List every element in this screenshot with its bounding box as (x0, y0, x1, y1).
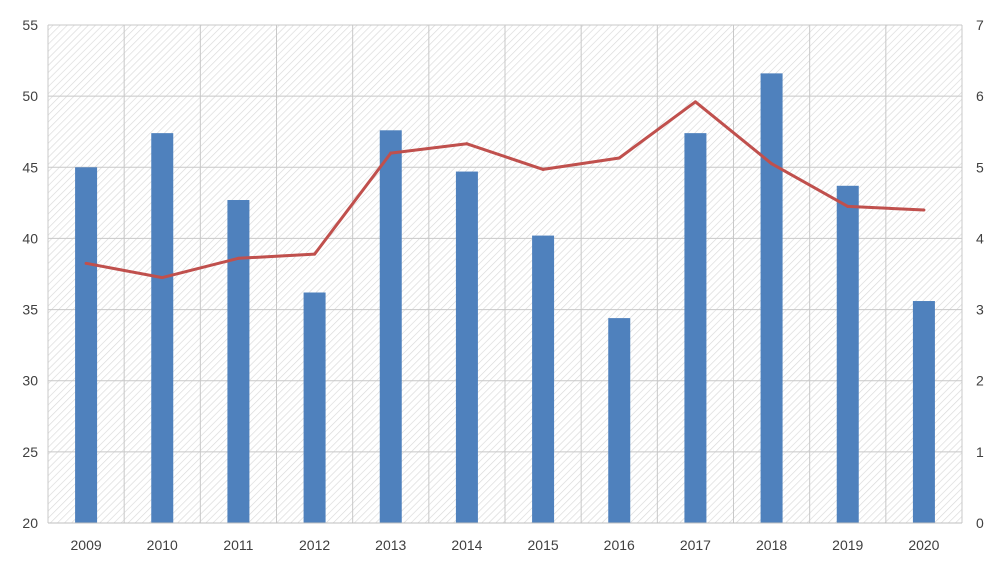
bar (379, 130, 402, 523)
right-tick-label: 6 (976, 88, 984, 104)
left-tick-label: 45 (22, 159, 38, 175)
line-point (770, 162, 774, 166)
left-tick-label: 55 (22, 17, 38, 33)
bar (227, 200, 250, 524)
x-tick-label: 2016 (604, 537, 635, 553)
bar (455, 171, 478, 523)
line-point (693, 100, 697, 104)
bar (684, 133, 707, 523)
line-point (160, 276, 164, 280)
left-tick-label: 25 (22, 444, 38, 460)
right-tick-label: 2 (976, 373, 984, 389)
line-series (84, 100, 926, 280)
bar (836, 185, 859, 524)
left-tick-label: 40 (22, 230, 38, 246)
line-point (541, 167, 545, 171)
right-tick-label: 7 (976, 17, 984, 33)
line-point (236, 256, 240, 260)
x-tick-label: 2011 (223, 537, 253, 553)
bar (532, 235, 555, 523)
left-tick-label: 50 (22, 88, 38, 104)
x-tick-label: 2019 (832, 537, 863, 553)
x-tick-label: 2012 (299, 537, 330, 553)
bar (303, 292, 326, 523)
line-point (465, 142, 469, 146)
gridlines (47, 24, 963, 524)
bar (151, 133, 174, 523)
left-tick-label: 30 (22, 373, 38, 389)
line-point (617, 156, 621, 160)
bar (75, 167, 98, 524)
x-tick-label: 2017 (680, 537, 711, 553)
right-tick-label: 5 (976, 159, 984, 175)
bar (760, 73, 783, 524)
right-tick-label: 3 (976, 302, 984, 318)
line-point (313, 252, 317, 256)
bar-series (75, 73, 935, 524)
right-tick-label: 4 (976, 230, 984, 246)
bar (608, 318, 631, 523)
left-tick-label: 20 (22, 515, 38, 531)
line-point (389, 151, 393, 155)
bar (912, 301, 935, 523)
x-tick-label: 2018 (756, 537, 787, 553)
line-path (85, 100, 924, 280)
line-point (922, 208, 926, 212)
x-tick-label: 2020 (908, 537, 939, 553)
x-tick-label: 2013 (375, 537, 406, 553)
x-tick-label: 2015 (528, 537, 559, 553)
x-tick-label: 2009 (71, 537, 102, 553)
x-tick-label: 2010 (147, 537, 178, 553)
line-point (846, 204, 850, 208)
right-tick-label: 1 (976, 444, 984, 460)
x-tick-label: 2014 (451, 537, 482, 553)
right-tick-label: 0 (976, 515, 984, 531)
line-point (84, 261, 88, 265)
left-tick-label: 35 (22, 302, 38, 318)
